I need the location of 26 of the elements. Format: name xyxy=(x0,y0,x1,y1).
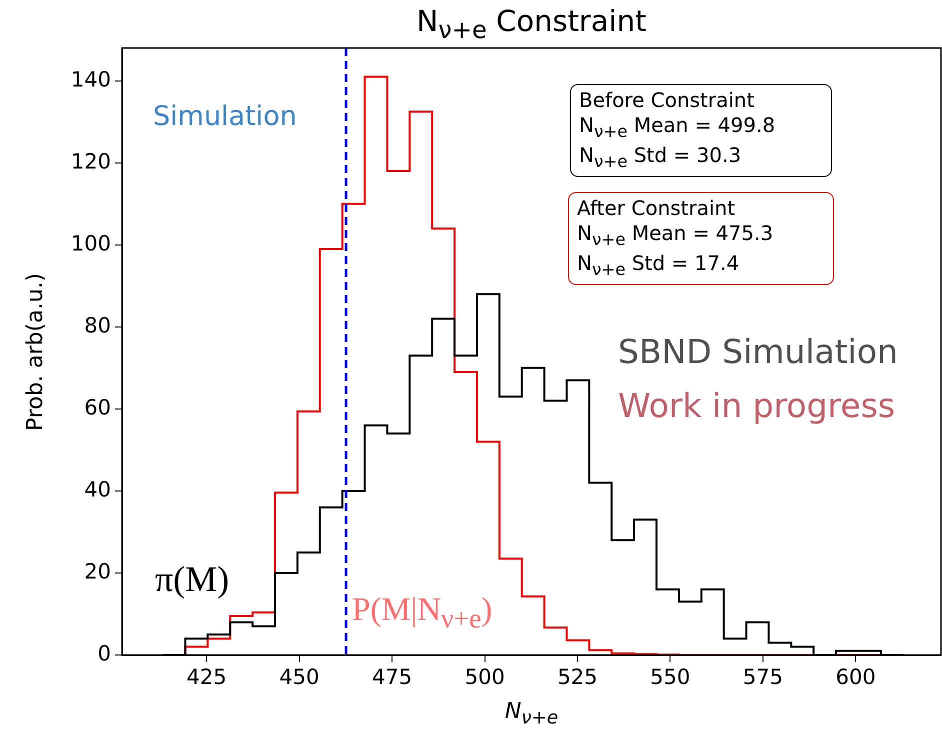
y-tick-label: 140 xyxy=(70,67,111,92)
x-tick-label: 525 xyxy=(557,665,598,690)
x-tick-label: 475 xyxy=(372,665,412,690)
x-axis-title: N$_{ν+e}$ xyxy=(504,699,558,729)
y-tick-label: 40 xyxy=(84,477,111,502)
text: After Constraint N$_{ν+e}$ Mean = 475.3 N$_{ν+e}$ Std = 17.4 xyxy=(577,196,774,279)
x-tick-label: 550 xyxy=(650,665,690,690)
text: Before Constraint N$_{ν+e}$ Mean = 499.8 N$_{ν+e}$ Std = 30.3 xyxy=(579,88,776,171)
y-tick-label: 20 xyxy=(84,559,111,584)
y-tick-label: 100 xyxy=(70,231,111,256)
y-tick-label: 60 xyxy=(84,395,111,420)
x-tick-label: 450 xyxy=(279,665,320,690)
x-tick-label: 425 xyxy=(186,665,227,690)
chart-title: N$_{ν+e}$ Constraint xyxy=(416,4,646,44)
series-label: P(M|N$_{ν+e}$) xyxy=(352,592,492,634)
y-tick-label: 120 xyxy=(70,149,111,174)
annotation: Simulation xyxy=(153,101,297,132)
y-axis-title: Prob. arb(a.u.) xyxy=(22,272,48,430)
x-tick-label: 500 xyxy=(464,665,505,690)
series-label: π(M) xyxy=(155,559,230,600)
y-tick-label: 0 xyxy=(98,641,111,666)
x-tick-label: 575 xyxy=(742,665,784,690)
y-tick-label: 80 xyxy=(84,313,111,338)
annotation: SBND Simulation xyxy=(618,332,898,371)
annotation: Work in progress xyxy=(618,386,896,425)
x-tick-label: 600 xyxy=(836,665,876,690)
